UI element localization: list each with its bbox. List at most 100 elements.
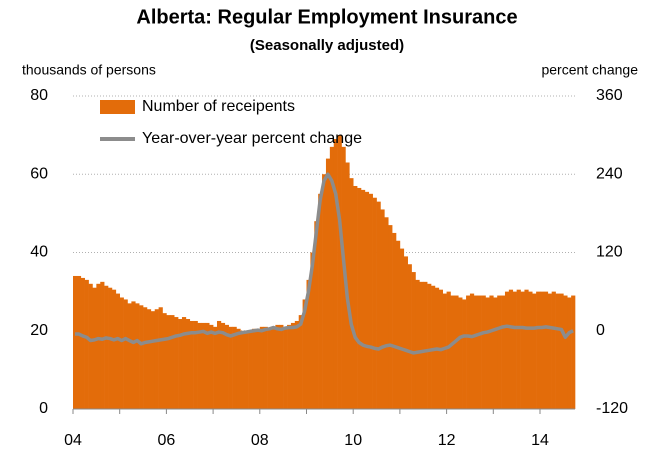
bar [84,279,89,409]
bar [310,252,315,409]
bar [189,320,194,409]
bar [314,221,319,409]
y-tick-label: 60 [30,165,48,182]
bar [228,326,233,409]
bar [224,324,229,409]
bar [567,297,572,409]
bar [516,289,521,409]
bar [481,295,486,409]
bar [209,324,214,409]
chart-subtitle: (Seasonally adjusted) [250,37,404,54]
x-tick-label: 12 [438,432,456,449]
bar [508,289,514,409]
bar [283,326,288,409]
bar [551,291,556,409]
bar [111,289,117,409]
bar [559,293,564,409]
bar [193,320,198,409]
bar [333,139,338,409]
bar [360,189,366,409]
bar [528,291,533,409]
bar [364,191,370,409]
bar [458,297,463,409]
bar [431,285,436,409]
bar [259,326,264,409]
bar [318,193,323,409]
bar [571,295,576,409]
bar [123,299,128,409]
bar [407,264,412,409]
bar [131,301,136,409]
bar [427,283,432,409]
bar [524,289,529,409]
bar [146,309,152,409]
x-tick-label: 04 [64,432,82,449]
bar [255,330,261,409]
bar [306,279,311,409]
bar [205,322,210,409]
bar [547,293,552,409]
bar [154,309,159,409]
bar [100,281,105,409]
bar [399,248,405,409]
bar [462,299,467,409]
y-tick-label: 40 [30,244,48,261]
bar [384,217,389,409]
bar [555,293,560,409]
bar [357,187,362,409]
x-tick-label: 08 [251,432,269,449]
bar [181,317,187,409]
bar [232,326,237,409]
y2-tick-label: 120 [596,244,623,261]
bar [92,287,97,409]
bar [477,295,482,409]
bar [563,295,568,409]
bar [158,307,163,409]
bar [127,303,132,409]
y2-axis-title: percent change [541,62,638,78]
bar [501,295,506,409]
y-axis-title: thousands of persons [22,62,156,78]
chart-title: Alberta: Regular Employment Insurance [136,6,517,28]
bar [279,324,284,409]
x-tick-label: 10 [344,432,362,449]
bar [388,225,393,409]
bar [504,291,510,409]
bar [248,330,253,409]
bar [302,299,307,409]
bar [271,326,276,409]
bar [392,232,397,409]
bar [178,319,183,409]
bar [185,319,191,409]
bar [290,322,296,409]
bar [396,240,401,409]
bar [244,332,249,409]
bar [150,311,156,409]
bar [143,307,148,409]
bar [201,322,206,409]
y-tick-label: 80 [30,87,48,104]
legend-swatch [100,100,135,114]
bar [485,297,490,409]
bar [275,324,280,409]
bar [349,178,354,409]
bar [287,324,292,409]
bar [543,291,549,409]
bar [368,193,373,409]
bar [454,295,459,409]
bar [263,326,268,409]
bar [450,295,455,409]
bar [446,291,451,409]
bar [174,317,179,409]
bar [469,293,475,409]
x-tick-label: 06 [158,432,176,449]
bar [135,303,140,409]
bar [380,209,385,409]
bar [139,305,144,409]
bar [104,285,109,409]
bar [466,295,471,409]
bar [419,281,424,409]
bar [170,315,175,409]
y2-tick-label: 0 [596,322,605,339]
